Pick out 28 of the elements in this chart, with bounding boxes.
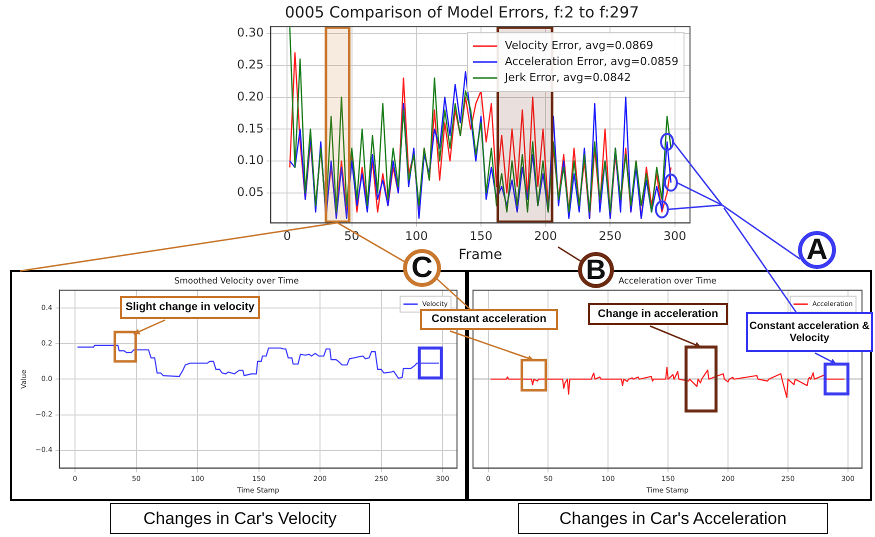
text: Change in acceleration xyxy=(588,303,728,325)
chart-title: Acceleration over Time xyxy=(618,276,716,286)
text: Changes in Car's Acceleration xyxy=(518,503,828,534)
y-tick-label: 0.30 xyxy=(237,26,264,40)
y-tick-label: 0.10 xyxy=(237,153,264,168)
chart-title: 0005 Comparison of Model Errors, f:2 to f:297 xyxy=(284,3,640,22)
x-axis-title: Frame xyxy=(458,247,502,264)
text: C xyxy=(403,249,441,287)
x-tick-label: 150 xyxy=(470,229,492,244)
annotation: Slight change in velocity xyxy=(120,296,260,319)
legend-label: Acceleration Error, avg=0.0859 xyxy=(504,54,678,68)
x-tick-label: 300 xyxy=(663,229,686,244)
annotation: Constant acceleration xyxy=(420,309,558,330)
y-tick-label: 0.15 xyxy=(237,121,264,136)
y-tick-label: 0.20 xyxy=(237,89,264,104)
text: Changes in Car's Velocity xyxy=(110,503,370,534)
x-tick-label: 250 xyxy=(598,229,622,244)
y-tick-label: 0.25 xyxy=(237,58,264,72)
x-tick-label: 200 xyxy=(534,229,558,244)
chart-title: Smoothed Velocity over Time xyxy=(174,276,299,286)
x-tick-label: 100 xyxy=(404,229,428,244)
legend-label: Velocity Error, avg=0.0869 xyxy=(504,38,654,52)
text: Constant acceleration & Velocity xyxy=(746,312,873,352)
x-tick-label: 0 xyxy=(283,229,292,244)
text: A xyxy=(798,231,836,269)
text: B xyxy=(578,252,614,288)
y-tick-label: 0.05 xyxy=(237,184,264,199)
legend-label: Jerk Error, avg=0.0842 xyxy=(504,70,632,84)
